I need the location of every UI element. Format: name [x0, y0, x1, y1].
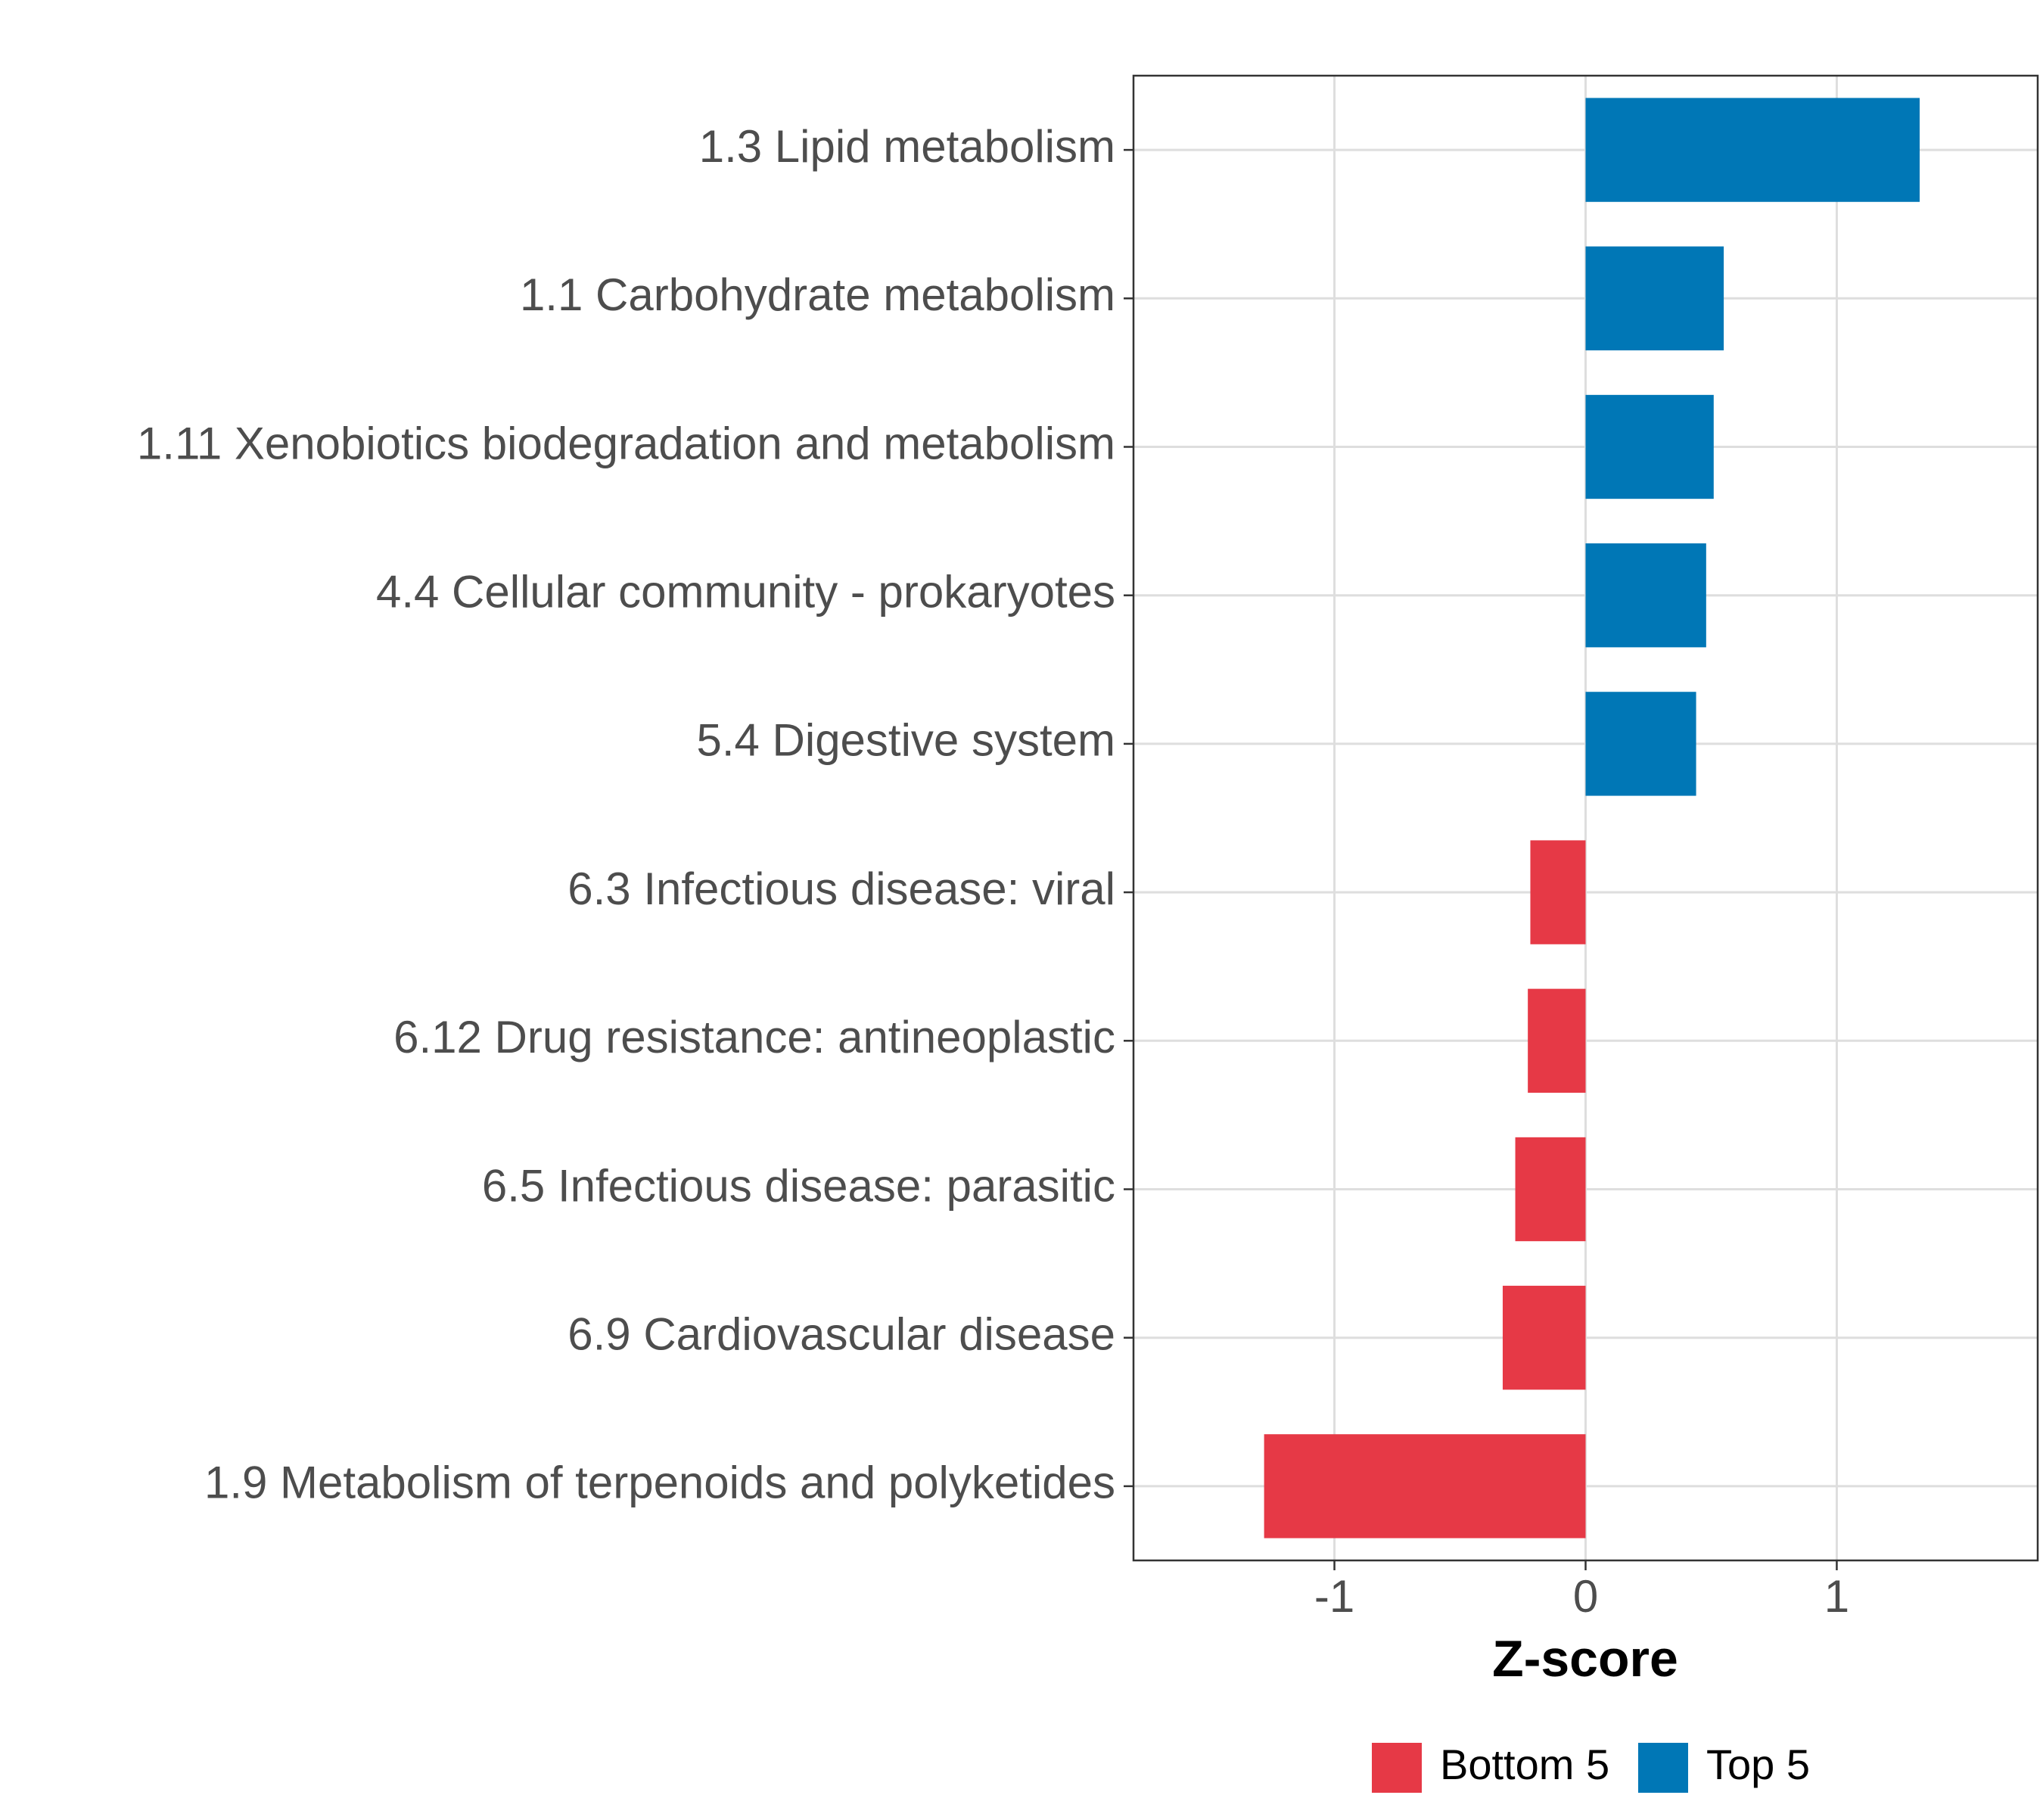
x-axis: -1 0 1: [1314, 1560, 1849, 1622]
bar-3: [1585, 394, 1714, 499]
y-tick-label: 6.9 Cardiovascular disease: [568, 1309, 1115, 1360]
x-axis-title: Z-score: [1492, 1630, 1678, 1688]
bar-6: [1530, 840, 1586, 944]
bar-7: [1528, 988, 1586, 1093]
y-tick-label: 1.1 Carbohydrate metabolism: [520, 269, 1115, 320]
bar-2: [1585, 246, 1724, 350]
y-tick-label: 4.4 Cellular community - prokaryotes: [376, 567, 1115, 618]
legend-label: Bottom 5: [1440, 1741, 1609, 1788]
bar-8: [1515, 1137, 1586, 1242]
x-tick-label: 0: [1573, 1571, 1598, 1622]
y-tick-label: 6.5 Infectious disease: parasitic: [482, 1160, 1115, 1211]
legend: Bottom 5 Top 5: [1372, 1741, 1810, 1793]
legend-key-2: [1638, 1743, 1688, 1793]
y-tick-label: 1.3 Lipid metabolism: [699, 121, 1115, 172]
x-tick-label: -1: [1314, 1571, 1354, 1622]
y-axis: 1.3 Lipid metabolism 1.1 Carbohydrate met…: [137, 121, 1133, 1508]
y-tick-label: 1.11 Xenobiotics biodegradation and meta…: [137, 418, 1115, 468]
bar-10: [1264, 1434, 1586, 1538]
bar-5: [1585, 692, 1696, 796]
y-tick-label: 1.9 Metabolism of terpenoids and polyket…: [204, 1458, 1115, 1508]
legend-key-1: [1372, 1743, 1422, 1793]
x-tick-label: 1: [1824, 1571, 1849, 1622]
y-tick-label: 5.4 Digestive system: [696, 715, 1115, 766]
bar-4: [1585, 543, 1706, 648]
y-tick-label: 6.12 Drug resistance: antineoplastic: [393, 1012, 1115, 1062]
bars: [1264, 98, 1920, 1538]
bar-9: [1502, 1286, 1586, 1390]
y-tick-label: 6.3 Infectious disease: viral: [568, 863, 1115, 914]
legend-label: Top 5: [1706, 1741, 1810, 1788]
bar-1: [1585, 98, 1920, 202]
